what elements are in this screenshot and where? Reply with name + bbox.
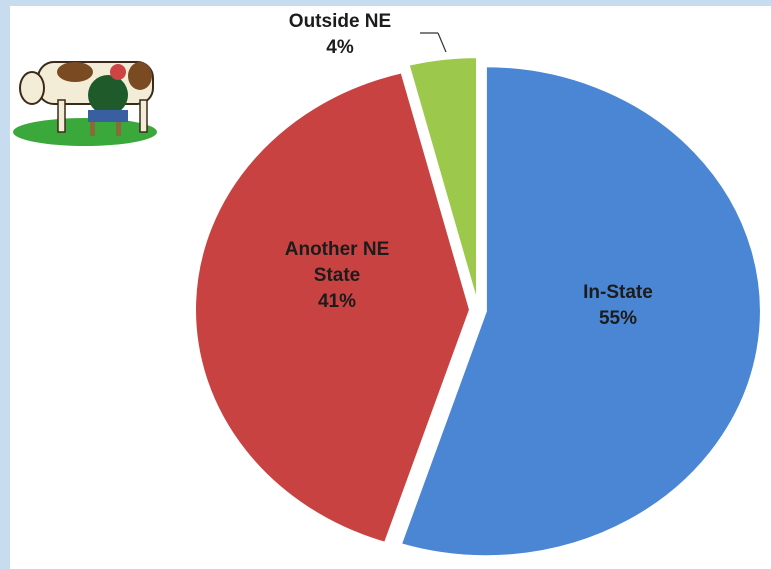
cow-clipart	[13, 61, 157, 146]
value-label: 4%	[326, 37, 354, 58]
slice-label: Another NE State 41%	[282, 237, 392, 315]
slice-label: In-State 55%	[558, 280, 678, 332]
leader-line	[437, 32, 447, 53]
slice-label: Outside NE 4%	[260, 9, 420, 61]
category-label: In-State	[583, 282, 653, 303]
value-label: 55%	[598, 308, 638, 329]
pie-slice	[407, 56, 478, 303]
pie-slice	[194, 71, 472, 544]
pie-slice	[399, 65, 762, 558]
category-label: Outside NE	[288, 11, 392, 32]
value-label: 41%	[317, 291, 357, 312]
category-label: Another NE State	[284, 239, 390, 286]
